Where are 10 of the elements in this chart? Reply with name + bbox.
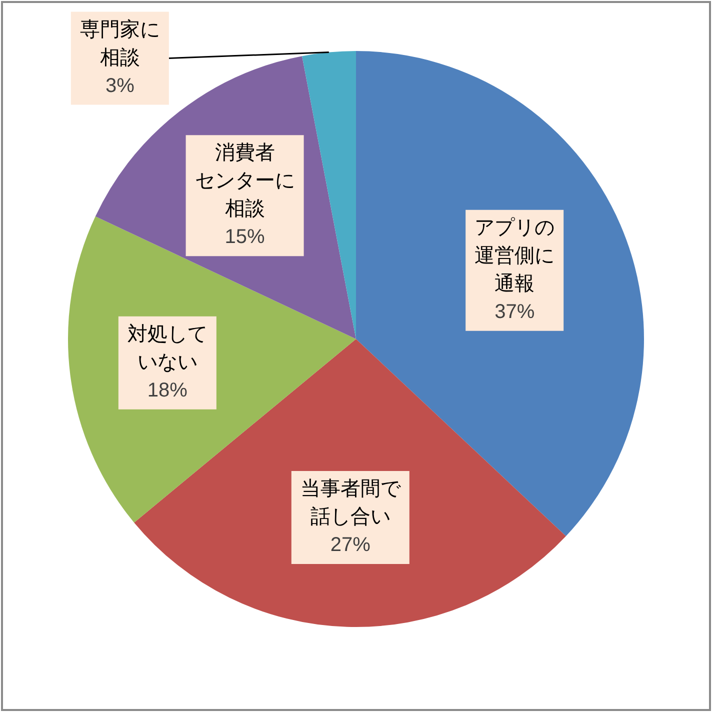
data-label: 15% [224,226,266,248]
data-label: 27% [330,534,371,556]
slice-label: アプリの運営側に通報 [474,216,555,295]
data-label: 18% [147,379,188,402]
slice-label: 対処していない [127,323,208,374]
slice-label: 消費者センターに相談 [194,142,295,220]
slice-label: 当事者間で話し合い [300,478,402,528]
data-label: 37% [494,300,535,323]
slice-label: 専門家に相談 [80,18,160,69]
data-label: 3% [105,74,135,97]
